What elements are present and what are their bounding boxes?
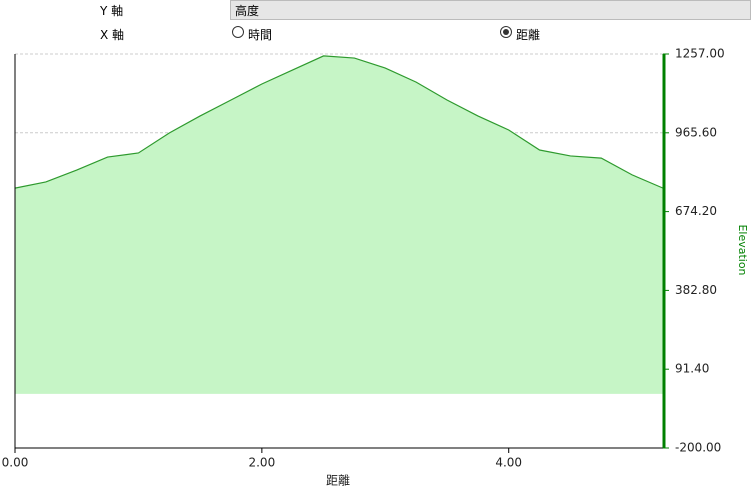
- y-tick-label: 1257.00: [675, 47, 725, 61]
- y-tick-label: -200.00: [675, 441, 721, 455]
- area: [15, 55, 663, 394]
- y-axis-title: Elevation: [736, 224, 749, 275]
- y-axis-dropdown[interactable]: 高度: [230, 0, 751, 20]
- radio-button[interactable]: [500, 26, 512, 38]
- radio-label[interactable]: 時間: [248, 28, 273, 42]
- x-tick-label: 4.00: [495, 456, 522, 470]
- x-tick-label: 0.00: [2, 456, 29, 470]
- x-axis-label: X 軸: [100, 28, 125, 42]
- line: [14, 55, 664, 189]
- radio-button[interactable]: [232, 26, 244, 38]
- y-tick-label: 674.20: [675, 204, 717, 218]
- x-tick-label: 2.00: [248, 456, 275, 470]
- radio-label[interactable]: 距離: [516, 28, 541, 42]
- y-axis-label: Y 軸: [100, 4, 124, 18]
- y-tick-label: 382.80: [675, 283, 717, 297]
- x-axis-title: 距離: [326, 474, 350, 488]
- y-tick-label: 91.40: [675, 362, 709, 376]
- y-tick-label: 965.60: [675, 125, 717, 139]
